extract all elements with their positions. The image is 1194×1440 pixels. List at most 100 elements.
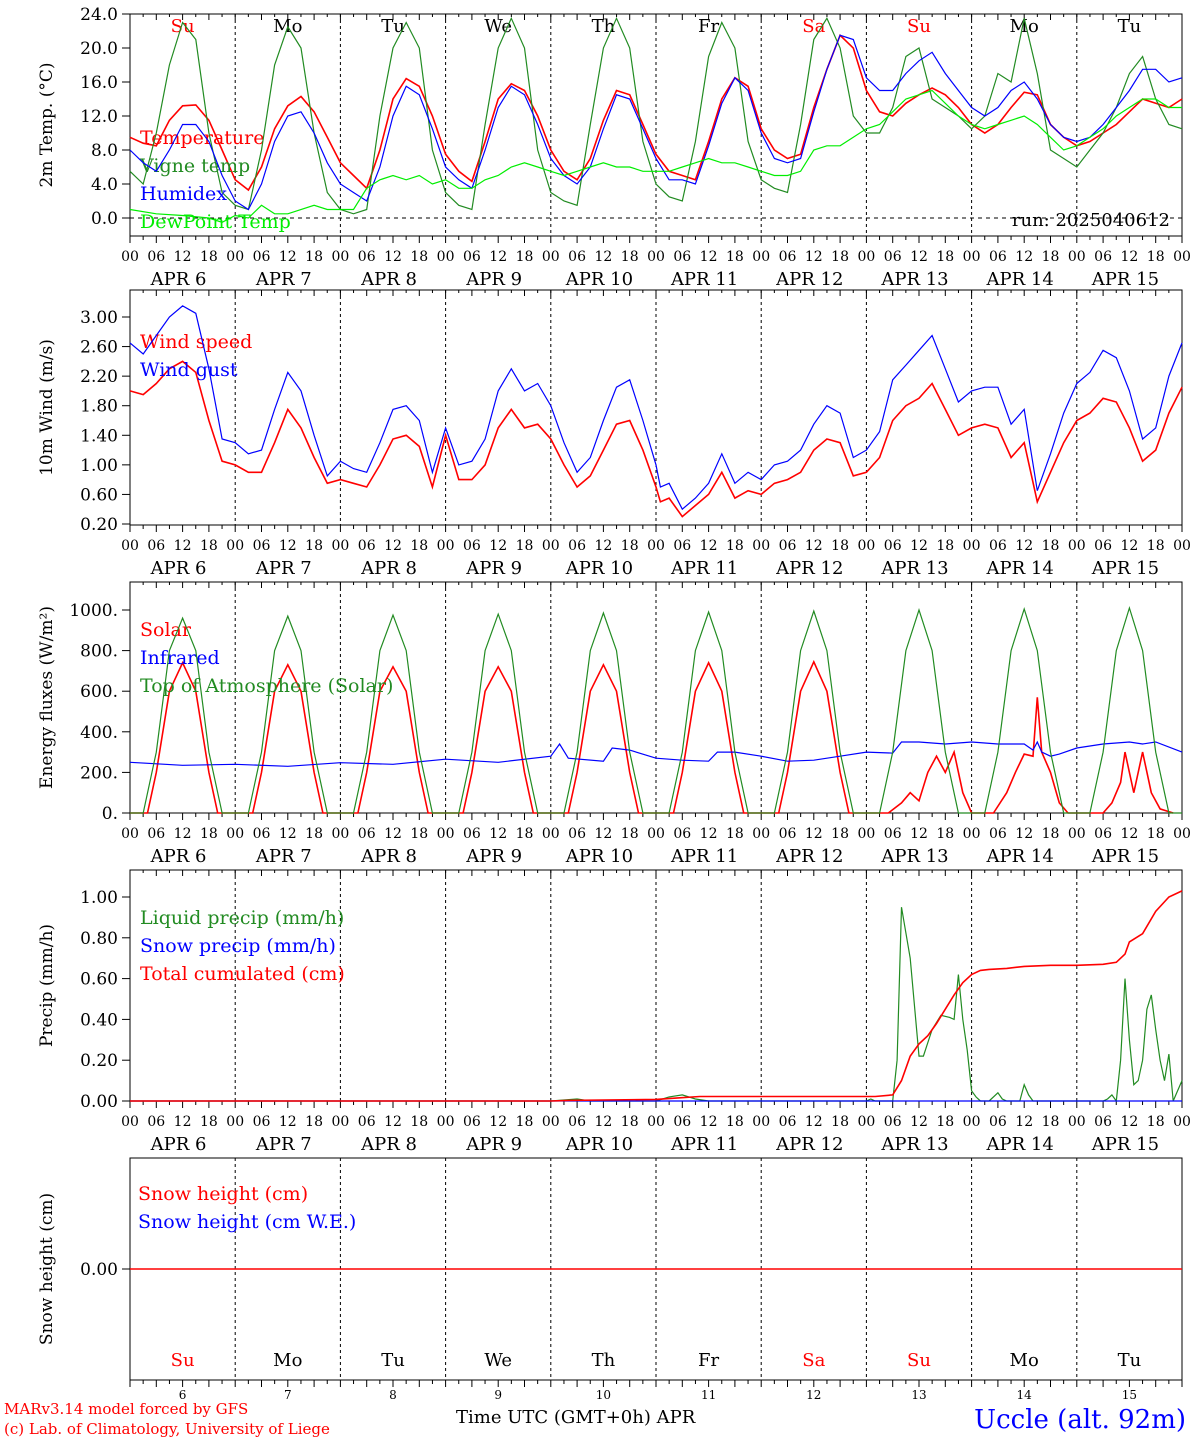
hour-tick-label: 00 — [1068, 249, 1086, 265]
y-tick-label: 4.0 — [91, 175, 118, 195]
series-line-dewpoint-temp — [129, 89, 1182, 223]
hour-tick-label: 00 — [226, 1114, 244, 1130]
date-label: APR 8 — [360, 1134, 417, 1155]
hour-tick-label: 06 — [568, 1114, 586, 1130]
date-label: APR 7 — [255, 846, 312, 867]
hour-tick-label: 06 — [253, 826, 271, 842]
weekday-label: Tu — [381, 1350, 405, 1371]
hour-tick-label: 00 — [963, 826, 981, 842]
hour-tick-label: 06 — [147, 826, 165, 842]
hour-tick-label: 12 — [384, 538, 402, 554]
date-label: APR 10 — [565, 1134, 633, 1155]
hour-tick-label: 06 — [779, 1114, 797, 1130]
hour-tick-label: 18 — [410, 1114, 428, 1130]
hour-tick-label: 18 — [726, 538, 744, 554]
date-label: APR 13 — [880, 558, 948, 579]
hour-tick-label: 18 — [936, 826, 954, 842]
day-number-label: 12 — [806, 1388, 821, 1402]
y-tick-label: 600. — [80, 682, 118, 702]
hour-tick-label: 00 — [1173, 1114, 1191, 1130]
hour-tick-label: 18 — [516, 249, 534, 265]
hour-tick-label: 12 — [384, 1114, 402, 1130]
hour-tick-label: 12 — [700, 538, 718, 554]
hour-tick-label: 00 — [542, 249, 560, 265]
day-number-label: 13 — [911, 1388, 926, 1402]
day-number-label: 11 — [701, 1388, 716, 1402]
day-number-label: 9 — [494, 1388, 502, 1402]
hour-tick-label: 12 — [910, 538, 928, 554]
date-label: APR 9 — [465, 558, 522, 579]
y-tick-label: 0.00 — [80, 1260, 118, 1280]
hour-tick-label: 18 — [410, 826, 428, 842]
date-label: APR 11 — [670, 269, 738, 290]
hour-tick-label: 06 — [884, 826, 902, 842]
date-label: APR 7 — [255, 558, 312, 579]
legend-entry: Top of Atmosphere (Solar) — [140, 675, 393, 697]
hour-tick-label: 12 — [489, 538, 507, 554]
hour-tick-label: 00 — [331, 538, 349, 554]
legend-entry: Snow height (cm) — [138, 1183, 308, 1205]
hour-tick-label: 12 — [910, 1114, 928, 1130]
y-axis-label: Precip (mm/h) — [37, 924, 57, 1047]
hour-tick-label: 06 — [779, 826, 797, 842]
day-number-label: 7 — [284, 1388, 292, 1402]
hour-tick-label: 12 — [1120, 249, 1138, 265]
y-tick-label: 400. — [80, 723, 118, 743]
hour-tick-label: 18 — [200, 538, 218, 554]
hour-tick-label: 06 — [1094, 1114, 1112, 1130]
date-label: APR 9 — [465, 1134, 522, 1155]
legend-entry: Vigne temp — [139, 155, 250, 177]
y-tick-label: 200. — [80, 763, 118, 783]
hour-tick-label: 00 — [857, 826, 875, 842]
date-label: APR 7 — [255, 1134, 312, 1155]
hour-tick-label: 00 — [1068, 538, 1086, 554]
hour-tick-label: 00 — [647, 538, 665, 554]
y-tick-label: 24.0 — [80, 5, 118, 25]
hour-tick-label: 12 — [594, 826, 612, 842]
hour-tick-label: 00 — [963, 538, 981, 554]
y-axis-label: 10m Wind (m/s) — [37, 339, 57, 476]
hour-tick-label: 00 — [857, 1114, 875, 1130]
hour-tick-label: 00 — [121, 1114, 139, 1130]
weekday-label: Tu — [1118, 16, 1142, 37]
hour-tick-label: 18 — [305, 826, 323, 842]
weekday-label: Su — [171, 16, 195, 37]
hour-tick-label: 00 — [1173, 538, 1191, 554]
hour-tick-label: 06 — [568, 538, 586, 554]
weekday-label: Fr — [698, 1350, 719, 1371]
hour-tick-label: 06 — [1094, 826, 1112, 842]
hour-tick-label: 18 — [200, 1114, 218, 1130]
y-tick-label: 800. — [80, 642, 118, 662]
date-label: APR 15 — [1091, 1134, 1159, 1155]
hour-tick-label: 18 — [726, 249, 744, 265]
hour-tick-label: 06 — [989, 1114, 1007, 1130]
hour-tick-label: 00 — [542, 1114, 560, 1130]
date-label: APR 15 — [1091, 269, 1159, 290]
y-tick-label: 12.0 — [80, 107, 118, 127]
hour-tick-label: 06 — [779, 249, 797, 265]
hour-tick-label: 12 — [805, 538, 823, 554]
hour-tick-label: 00 — [121, 249, 139, 265]
weekday-label: Sa — [802, 16, 825, 37]
time-axis-label: Time UTC (GMT+0h) APR — [456, 1407, 696, 1428]
hour-tick-label: 18 — [516, 1114, 534, 1130]
hour-tick-label: 06 — [673, 826, 691, 842]
y-tick-label: 0.20 — [80, 1051, 118, 1071]
hour-tick-label: 18 — [831, 538, 849, 554]
hour-tick-label: 06 — [568, 826, 586, 842]
hour-tick-label: 06 — [147, 1114, 165, 1130]
station-label: Uccle (alt. 92m) — [974, 1405, 1186, 1435]
hour-tick-label: 12 — [1120, 826, 1138, 842]
hour-tick-label: 06 — [779, 538, 797, 554]
hour-tick-label: 12 — [279, 1114, 297, 1130]
hour-tick-label: 00 — [1068, 1114, 1086, 1130]
weekday-label: Tu — [381, 16, 405, 37]
series-line-wind-speed — [129, 360, 1183, 518]
legend-entry: DewPoint Temp — [140, 211, 291, 233]
y-axis-label: Energy fluxes (W/m²) — [37, 606, 57, 789]
date-label: APR 14 — [986, 269, 1054, 290]
weekday-label: Tu — [1118, 1350, 1142, 1371]
legend-entry: Infrared — [140, 647, 220, 669]
hour-tick-label: 18 — [1042, 249, 1060, 265]
